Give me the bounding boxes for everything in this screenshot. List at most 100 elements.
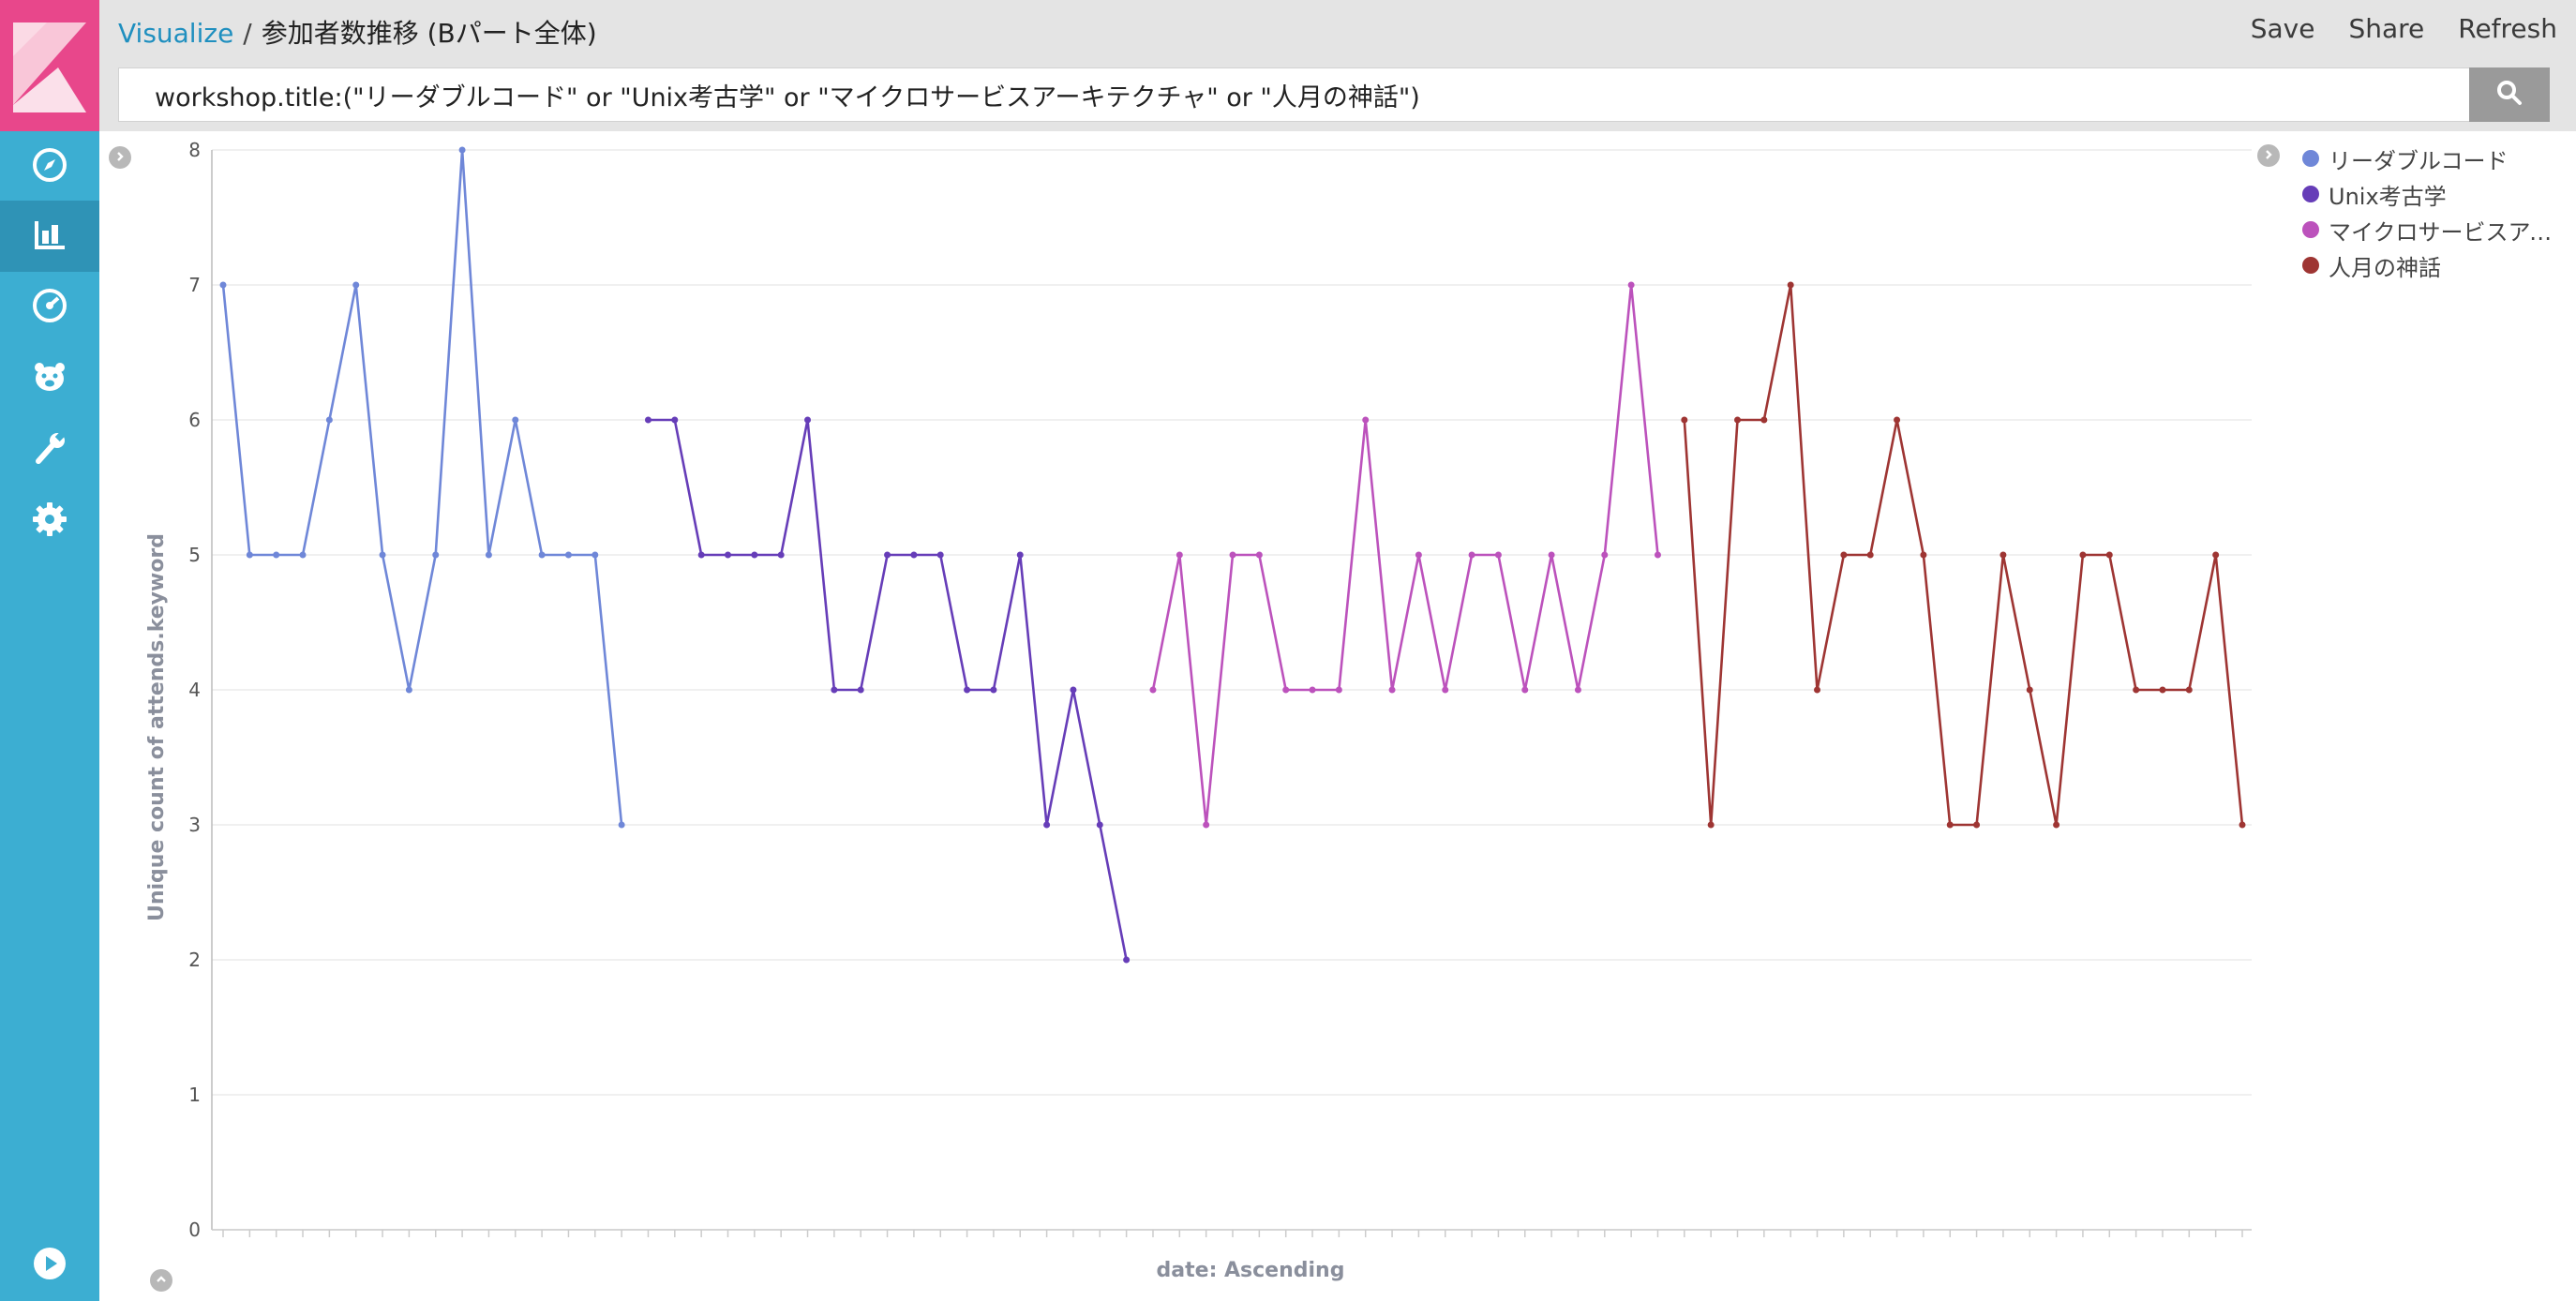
chevron-right-icon xyxy=(2262,147,2275,165)
legend-label: リーダブルコード xyxy=(2329,147,2509,174)
data-point xyxy=(1894,416,1901,424)
line-chart: 0 1 2 3 4 5 6 7 8 Unique count of attends.keyword… xyxy=(145,139,2252,1282)
data-point xyxy=(725,551,731,559)
nav-dashboard[interactable] xyxy=(0,272,99,343)
data-point xyxy=(564,551,572,559)
share-button[interactable]: Share xyxy=(2348,13,2425,44)
top-actions: Save Share Refresh xyxy=(2251,13,2576,44)
data-point xyxy=(1946,821,1954,829)
data-point xyxy=(405,686,412,694)
data-point xyxy=(1016,551,1024,559)
bar-chart-icon xyxy=(31,216,68,257)
data-point xyxy=(1149,686,1157,694)
data-point xyxy=(273,551,280,559)
legend-color-dot xyxy=(2302,150,2319,167)
y-axis-title: Unique count of attends.keyword xyxy=(145,533,169,921)
data-point xyxy=(2133,686,2140,694)
data-point xyxy=(1840,551,1848,559)
data-point xyxy=(379,551,386,559)
data-point xyxy=(1388,686,1396,694)
y-tick-label: 7 xyxy=(188,274,201,296)
data-point xyxy=(671,416,679,424)
legend-label: 人月の神話 xyxy=(2329,254,2441,281)
legend-label: Unix考古学 xyxy=(2329,183,2447,210)
data-point xyxy=(1096,821,1103,829)
data-point xyxy=(644,416,651,424)
data-point xyxy=(1814,686,1821,694)
nav-timelion[interactable] xyxy=(0,343,99,414)
data-point xyxy=(538,551,546,559)
breadcrumb: Visualize / 参加者数推移 (Bパート全体) xyxy=(118,13,597,51)
query-bar xyxy=(118,67,2550,122)
data-point xyxy=(512,416,519,424)
legend-color-dot xyxy=(2302,221,2319,238)
data-point xyxy=(325,416,333,424)
data-point xyxy=(751,551,758,559)
toggle-legend-button[interactable] xyxy=(2257,144,2280,167)
refresh-button[interactable]: Refresh xyxy=(2458,13,2557,44)
data-point xyxy=(804,416,812,424)
data-point xyxy=(1866,551,1874,559)
data-point xyxy=(1973,821,1981,829)
data-point xyxy=(1123,956,1131,964)
toggle-spy-button[interactable] xyxy=(150,1269,172,1292)
y-tick-label: 2 xyxy=(188,949,201,971)
data-point xyxy=(1760,416,1768,424)
data-point xyxy=(1255,551,1263,559)
data-point xyxy=(1070,686,1077,694)
legend-item[interactable]: マイクロサービスアー... xyxy=(2302,212,2574,247)
data-point xyxy=(1627,281,1635,289)
dashboard-gauge-icon xyxy=(31,287,68,328)
legend-item[interactable]: リーダブルコード xyxy=(2302,141,2574,176)
nav-visualize[interactable] xyxy=(0,201,99,272)
data-point xyxy=(884,551,891,559)
data-point xyxy=(1176,551,1183,559)
data-point xyxy=(1203,821,1210,829)
page-title: 参加者数推移 (Bパート全体) xyxy=(261,18,597,49)
chevron-right-icon xyxy=(113,149,127,167)
data-point xyxy=(458,146,466,154)
breadcrumb-separator: / xyxy=(243,18,252,49)
legend-label: マイクロサービスアー... xyxy=(2329,218,2570,246)
save-button[interactable]: Save xyxy=(2250,13,2315,44)
search-icon xyxy=(2495,79,2524,111)
data-point xyxy=(1362,416,1370,424)
data-point xyxy=(485,551,492,559)
data-point xyxy=(1468,551,1475,559)
y-tick-label: 3 xyxy=(188,814,201,836)
y-tick-label: 5 xyxy=(188,544,201,566)
data-point xyxy=(936,551,944,559)
data-point xyxy=(1681,416,1688,424)
data-point xyxy=(1494,551,1502,559)
compass-icon xyxy=(31,146,68,187)
data-point xyxy=(2026,686,2033,694)
series-line xyxy=(221,149,623,826)
data-point xyxy=(2159,686,2166,694)
data-point xyxy=(910,551,918,559)
legend-color-dot xyxy=(2302,257,2319,274)
data-point xyxy=(1707,821,1715,829)
data-point xyxy=(1574,686,1581,694)
bear-icon xyxy=(31,358,68,399)
toggle-sidebar-button[interactable] xyxy=(109,146,131,169)
legend-item[interactable]: 人月の神話 xyxy=(2302,247,2574,283)
nav-collapse[interactable] xyxy=(0,1230,99,1301)
data-point xyxy=(2212,551,2220,559)
data-point xyxy=(2185,686,2193,694)
data-point xyxy=(1734,416,1741,424)
series-line xyxy=(1151,284,1659,826)
nav-management[interactable] xyxy=(0,486,99,557)
nav-discover[interactable] xyxy=(0,131,99,202)
kibana-logo[interactable] xyxy=(0,0,99,131)
y-tick-label: 0 xyxy=(188,1219,201,1241)
nav-devtools[interactable] xyxy=(0,414,99,486)
data-point xyxy=(1787,281,1794,289)
search-input[interactable] xyxy=(119,68,2494,121)
gear-icon xyxy=(31,501,68,542)
data-point xyxy=(1415,551,1422,559)
breadcrumb-visualize-link[interactable]: Visualize xyxy=(118,18,234,49)
data-point xyxy=(857,686,864,694)
search-button[interactable] xyxy=(2469,67,2550,122)
data-point xyxy=(1229,551,1236,559)
legend-item[interactable]: Unix考古学 xyxy=(2302,176,2574,212)
